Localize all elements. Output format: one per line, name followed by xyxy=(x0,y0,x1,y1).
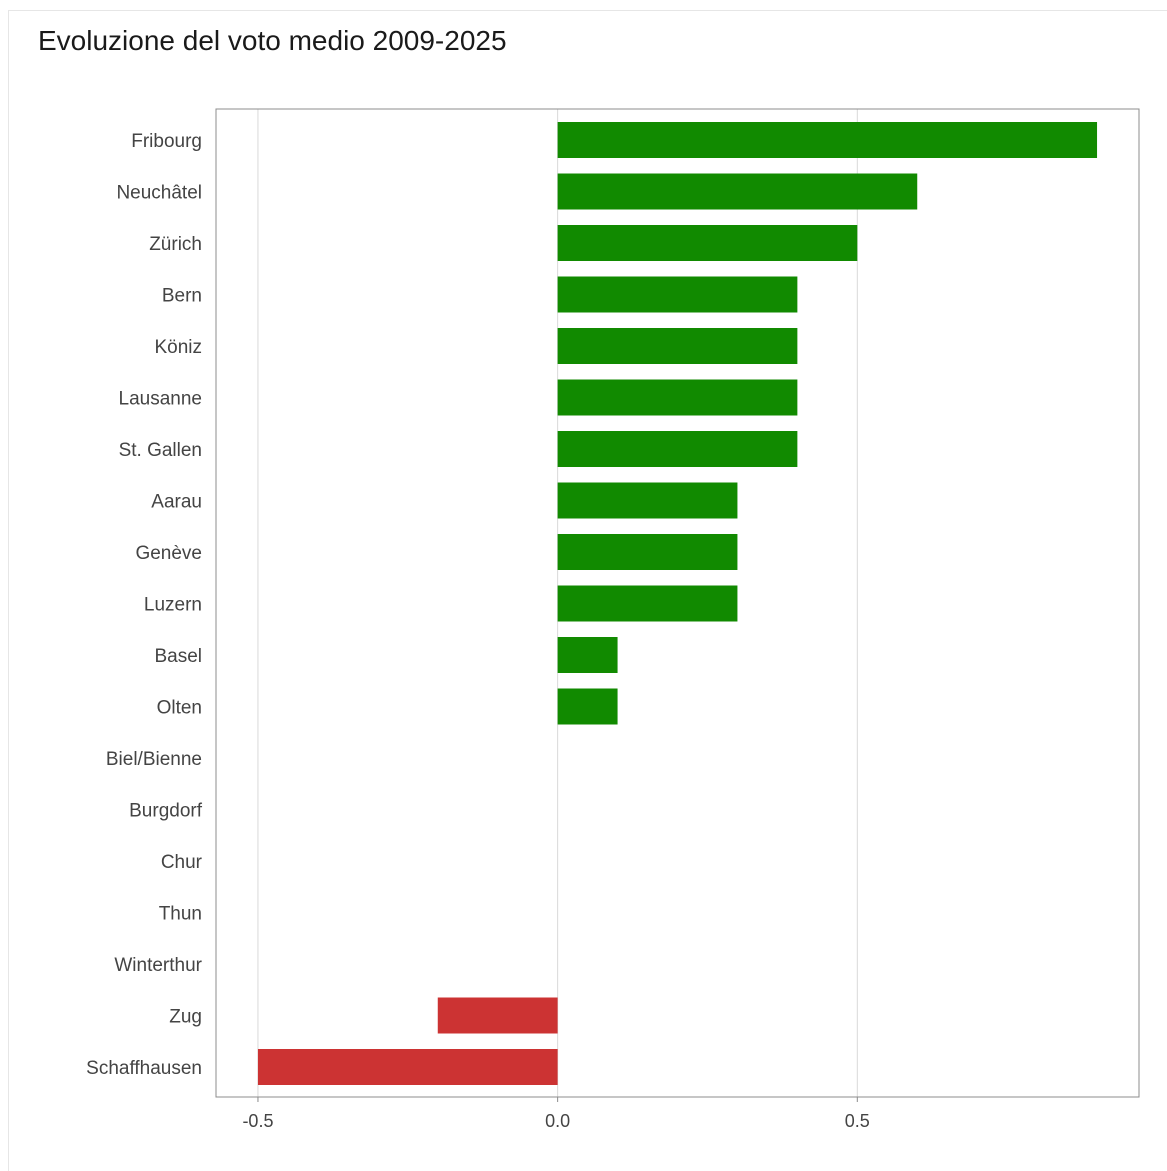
bar-neuch-tel xyxy=(557,173,918,210)
category-label: Luzern xyxy=(144,595,202,616)
category-label: Chur xyxy=(161,852,203,873)
category-label: Köniz xyxy=(154,337,202,358)
category-label: Zug xyxy=(169,1007,202,1028)
category-label: Bern xyxy=(162,286,202,307)
x-tick-label: 0.0 xyxy=(545,1111,570,1131)
bar-lausanne xyxy=(557,379,798,416)
category-label: Biel/Bienne xyxy=(106,749,202,770)
x-tick-label: -0.5 xyxy=(242,1111,273,1131)
category-label: Fribourg xyxy=(131,131,202,152)
bar-bern xyxy=(557,276,798,313)
bar-k-niz xyxy=(557,328,798,364)
category-label: Thun xyxy=(159,904,202,925)
bar-olten xyxy=(557,688,618,725)
bar-zug xyxy=(437,997,558,1034)
category-label: Neuchâtel xyxy=(116,183,202,204)
category-label: Winterthur xyxy=(114,955,202,976)
category-label: Lausanne xyxy=(119,389,202,410)
bar-z-rich xyxy=(557,225,858,261)
category-label: Burgdorf xyxy=(129,801,203,822)
category-labels: Fribourg Neuchâtel Zürich Bern Köniz Lausanne… xyxy=(86,131,203,1079)
plot-border xyxy=(215,108,1140,1098)
bar-aarau xyxy=(557,482,738,519)
category-label: St. Gallen xyxy=(119,440,202,461)
bar-luzern xyxy=(557,585,738,622)
x-tick-label: 0.5 xyxy=(845,1111,870,1131)
chart-frame xyxy=(8,10,1167,1171)
chart-title: Evoluzione del voto medio 2009-2025 xyxy=(38,25,507,56)
x-axis-ticks: -0.5 0.0 0.5 xyxy=(242,1097,870,1131)
bar-st-gallen xyxy=(557,431,798,467)
category-label: Olten xyxy=(157,698,202,719)
bars xyxy=(257,122,1098,1085)
category-label: Genève xyxy=(135,543,202,564)
category-label: Aarau xyxy=(151,492,202,513)
bar-fribourg xyxy=(557,122,1098,158)
category-label: Zürich xyxy=(149,234,202,255)
category-label: Basel xyxy=(154,646,202,667)
bar-basel xyxy=(557,637,618,673)
bar-gen-ve xyxy=(557,534,738,570)
category-label: Schaffhausen xyxy=(86,1058,202,1079)
bar-schaffhausen xyxy=(257,1049,558,1085)
